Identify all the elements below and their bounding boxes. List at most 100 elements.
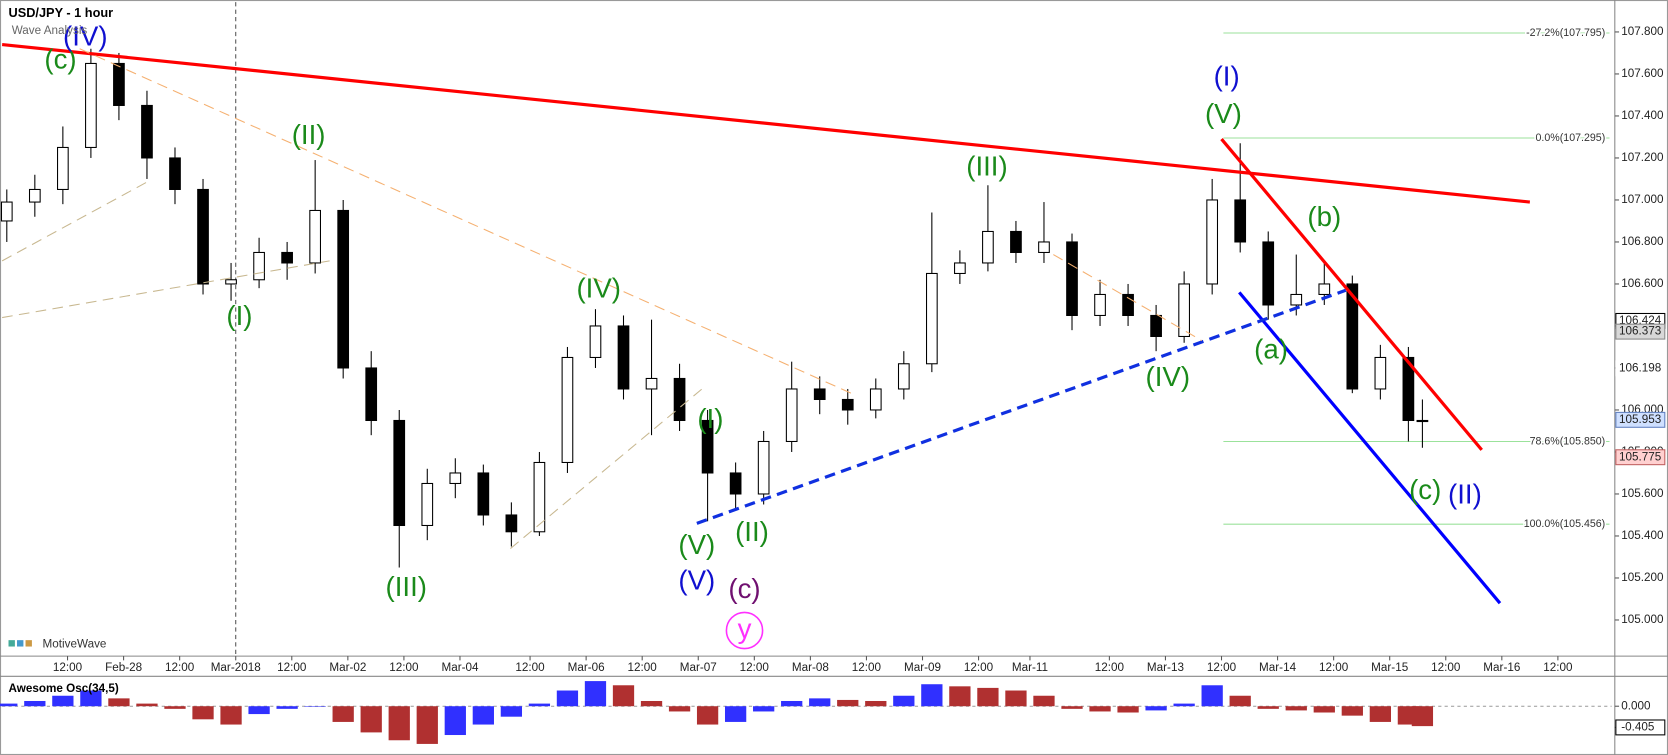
osc-bar xyxy=(1033,695,1055,707)
osc-bar xyxy=(1257,706,1279,709)
fib-label: 0.0%(107.295) xyxy=(1536,132,1606,144)
osc-bar xyxy=(1285,706,1307,711)
x-tick-label: 12:00 xyxy=(1431,661,1461,674)
x-tick-label: Mar-07 xyxy=(680,661,717,674)
osc-bar xyxy=(416,706,438,744)
trendline xyxy=(1,42,1531,204)
osc-bar xyxy=(612,685,635,707)
candle-body xyxy=(925,272,938,365)
osc-bar xyxy=(1089,706,1111,712)
wave-label: (III) xyxy=(966,151,1007,182)
candle-body xyxy=(673,377,686,422)
candle-body xyxy=(757,440,770,495)
x-tick-label: Mar-04 xyxy=(441,661,479,674)
wave-label: (I) xyxy=(1214,60,1240,91)
x-tick-label: Mar-14 xyxy=(1259,661,1297,674)
osc-bar xyxy=(753,706,775,712)
osc-bar xyxy=(921,684,943,707)
candle-body xyxy=(449,472,462,485)
osc-bar xyxy=(528,703,551,707)
osc-bar xyxy=(696,706,719,725)
y-tick-label: 105.000 xyxy=(1621,613,1664,626)
candle-body xyxy=(1374,356,1387,390)
osc-bar xyxy=(1411,706,1434,727)
osc-bar xyxy=(1313,706,1335,713)
price-marker xyxy=(1615,323,1666,340)
price-marker xyxy=(1615,411,1666,428)
osc-bar xyxy=(332,706,354,722)
y-tick-label: 107.400 xyxy=(1621,109,1664,122)
wave-label: (II) xyxy=(735,516,769,547)
candle-body xyxy=(701,419,714,474)
wave-label: (c) xyxy=(728,573,760,604)
y-tick-label: 107.800 xyxy=(1621,25,1664,38)
candle-body xyxy=(365,367,378,422)
wave-label: (c) xyxy=(1409,474,1441,505)
price-marker xyxy=(1615,360,1666,377)
y-tick-label: 105.400 xyxy=(1621,529,1664,542)
osc-bar xyxy=(472,706,494,725)
candle-body xyxy=(1290,293,1303,306)
osc-bar xyxy=(444,706,466,736)
wave-label: (c) xyxy=(44,44,76,75)
osc-bar xyxy=(304,706,326,707)
osc-bar xyxy=(893,695,915,707)
x-tick-label: Mar-06 xyxy=(568,661,605,674)
y-tick-label: -0.405 xyxy=(1621,721,1655,734)
osc-bar xyxy=(1061,706,1083,709)
price-marker-label: 106.373 xyxy=(1619,325,1661,338)
candle-body xyxy=(0,201,13,222)
osc-bar xyxy=(1117,706,1139,713)
osc-bar xyxy=(52,695,74,707)
price-marker-label: 106.198 xyxy=(1619,361,1661,374)
candle-body xyxy=(477,472,490,516)
candle-body xyxy=(1150,314,1162,337)
candle-body xyxy=(85,62,97,148)
osc-bar xyxy=(164,706,186,709)
trendline xyxy=(696,288,1347,525)
wave-label: (II) xyxy=(1448,478,1482,509)
candle-body xyxy=(589,325,602,358)
fib-label: 78.6%(105.850) xyxy=(1530,435,1606,447)
osc-bar xyxy=(1369,706,1391,722)
y-tick-label: 106.600 xyxy=(1621,277,1664,290)
wave-label: (IV) xyxy=(63,21,108,52)
wave-circle xyxy=(725,611,764,650)
y-tick-box xyxy=(1615,719,1666,736)
wave-label: (V) xyxy=(1205,98,1242,129)
osc-bar xyxy=(108,698,130,707)
x-tick-label: Mar-2018 xyxy=(211,661,261,674)
candle-body xyxy=(785,388,798,443)
osc-bar xyxy=(24,700,46,707)
wave-label: (b) xyxy=(1307,201,1341,232)
fib-label: 100.0%(105.456) xyxy=(1524,518,1606,530)
x-tick-label: Mar-16 xyxy=(1483,661,1520,674)
x-tick-label: 12:00 xyxy=(165,661,195,674)
candle-body xyxy=(1206,199,1219,285)
wave-label: (a) xyxy=(1254,333,1288,364)
x-tick-label: Mar-15 xyxy=(1371,661,1409,674)
x-tick-label: Mar-02 xyxy=(329,661,366,674)
osc-bar xyxy=(837,699,859,707)
osc-bar xyxy=(1173,703,1195,707)
x-tick-label: Mar-08 xyxy=(792,661,829,674)
candle-body xyxy=(57,146,69,190)
osc-bar xyxy=(556,690,579,707)
osc-bar xyxy=(248,706,270,715)
x-tick-label: 12:00 xyxy=(53,661,83,674)
osc-bar xyxy=(276,706,298,709)
logo-icon xyxy=(25,640,32,647)
candle-body xyxy=(645,377,658,390)
chart-title: USD/JPY - 1 hour xyxy=(9,5,114,20)
osc-bar xyxy=(809,698,831,707)
candle-body xyxy=(253,251,265,281)
osc-bar xyxy=(865,700,887,707)
candle-body xyxy=(1094,293,1106,316)
candle-body xyxy=(1346,283,1359,390)
oscillator-title: Awesome Osc(34,5) xyxy=(9,682,119,695)
x-tick-label: 12:00 xyxy=(1095,661,1125,674)
y-tick-label: 105.200 xyxy=(1621,571,1664,584)
x-tick-label: 12:00 xyxy=(1319,661,1349,674)
candle-body xyxy=(393,419,406,527)
candle-body xyxy=(869,388,882,411)
